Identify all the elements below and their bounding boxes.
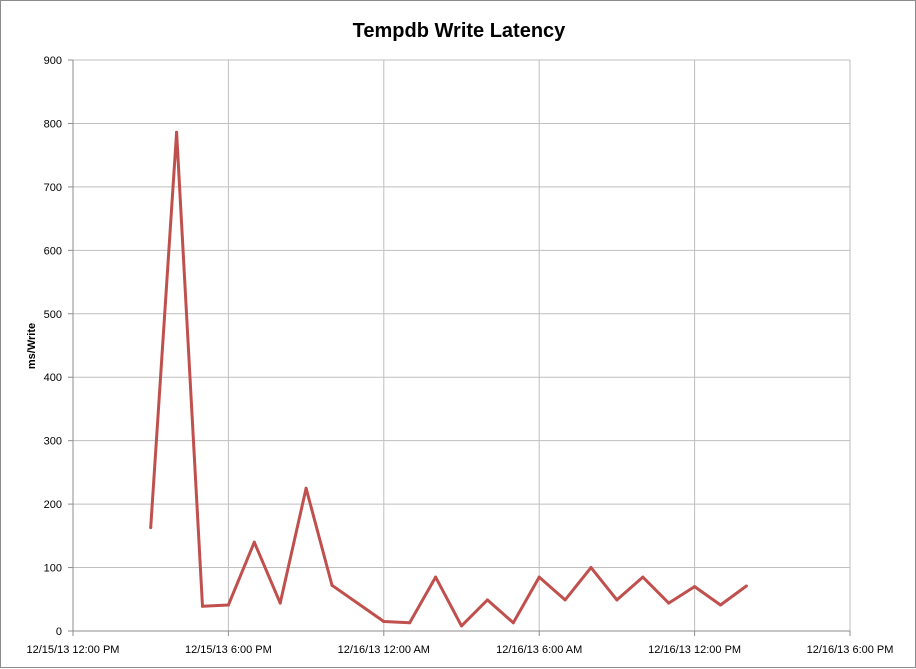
data-point <box>408 621 412 625</box>
data-point <box>201 604 204 608</box>
y-tick-label: 400 <box>44 372 62 384</box>
series-line <box>149 130 748 628</box>
y-axis-label: ms/Write <box>26 323 38 369</box>
x-tick-label: 12/16/13 6:00 PM <box>807 644 894 656</box>
data-point <box>589 566 593 570</box>
x-tick-label: 12/16/13 6:00 AM <box>496 644 582 656</box>
x-tick-label: 12/16/13 12:00 AM <box>338 644 430 656</box>
x-tick-labels: 12/15/13 12:00 PM 12/15/13 6:00 PM 12/16/1… <box>27 644 894 656</box>
axes <box>68 59 851 636</box>
data-point <box>304 486 308 490</box>
y-tick-label: 200 <box>44 499 62 511</box>
x-tick-label: 12/15/13 6:00 PM <box>185 644 272 656</box>
data-point <box>149 526 153 530</box>
y-tick-label: 900 <box>44 55 62 67</box>
y-tick-labels: 0 100 200 300 400 500 600 700 800 900 <box>44 55 62 638</box>
data-point <box>460 624 463 628</box>
data-point <box>382 619 386 623</box>
x-tick-label: 12/15/13 12:00 PM <box>27 644 120 656</box>
data-point <box>434 575 438 579</box>
y-tick-label: 700 <box>44 182 62 194</box>
y-tick-label: 600 <box>44 245 62 257</box>
data-point <box>641 575 645 579</box>
y-tick-label: 500 <box>44 309 62 321</box>
data-point <box>252 540 256 544</box>
data-point <box>744 584 748 588</box>
series-group <box>149 130 748 628</box>
y-tick-label: 300 <box>44 436 62 448</box>
data-point <box>615 598 619 602</box>
data-point <box>175 130 179 134</box>
data-point <box>278 601 282 605</box>
data-point <box>330 583 334 587</box>
data-point <box>563 598 567 602</box>
gridlines <box>73 59 851 631</box>
x-tick-label: 12/16/13 12:00 PM <box>648 644 741 656</box>
y-tick-label: 800 <box>44 118 62 130</box>
data-point <box>667 601 671 605</box>
data-point <box>511 621 515 625</box>
chart-title: Tempdb Write Latency <box>353 20 567 42</box>
data-point <box>693 585 697 589</box>
data-point <box>226 603 230 607</box>
y-tick-label: 100 <box>44 563 62 575</box>
y-tick-label: 0 <box>56 626 62 638</box>
data-point <box>719 603 722 607</box>
data-point <box>537 575 541 579</box>
data-point <box>485 598 489 602</box>
